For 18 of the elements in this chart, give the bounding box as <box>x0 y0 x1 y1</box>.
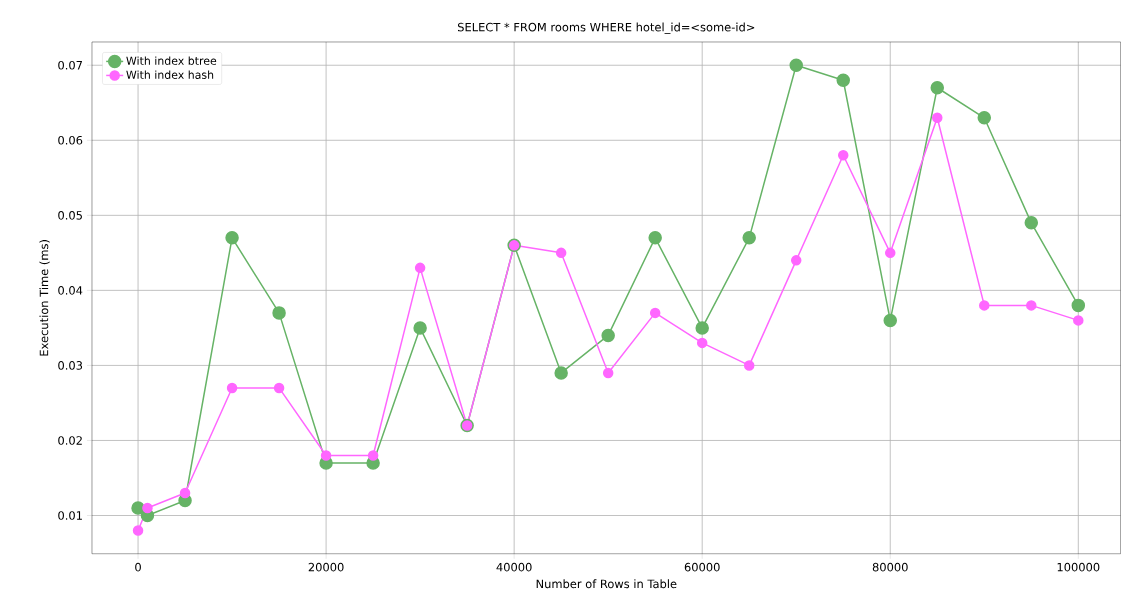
y-tick-label: 0.06 <box>58 136 83 145</box>
y-tick-label: 0.05 <box>58 211 82 220</box>
y-tick-label: 0.02 <box>58 436 82 445</box>
x-tick-label: 100000 <box>1057 562 1100 572</box>
y-tick-label: 0.01 <box>58 511 82 520</box>
y-axis-title: Execution Time (ms) <box>39 240 50 356</box>
x-tick-label: 0 <box>135 562 141 572</box>
x-tick-label: 40000 <box>496 562 532 572</box>
y-tick-label: 0.03 <box>58 361 83 370</box>
y-tick-label: 0.07 <box>58 61 82 70</box>
chart-title: SELECT * FROM rooms WHERE hotel_id=<some-id> <box>457 22 755 35</box>
x-tick-label: 80000 <box>872 562 908 572</box>
x-tick-label: 60000 <box>684 562 720 572</box>
x-axis-title: Number of Rows in Table <box>536 579 677 589</box>
legend-label: With index btree <box>126 56 217 65</box>
legend-label: With index hash <box>126 70 214 80</box>
y-tick-label: 0.04 <box>58 286 83 295</box>
x-tick-label: 20000 <box>308 562 344 572</box>
